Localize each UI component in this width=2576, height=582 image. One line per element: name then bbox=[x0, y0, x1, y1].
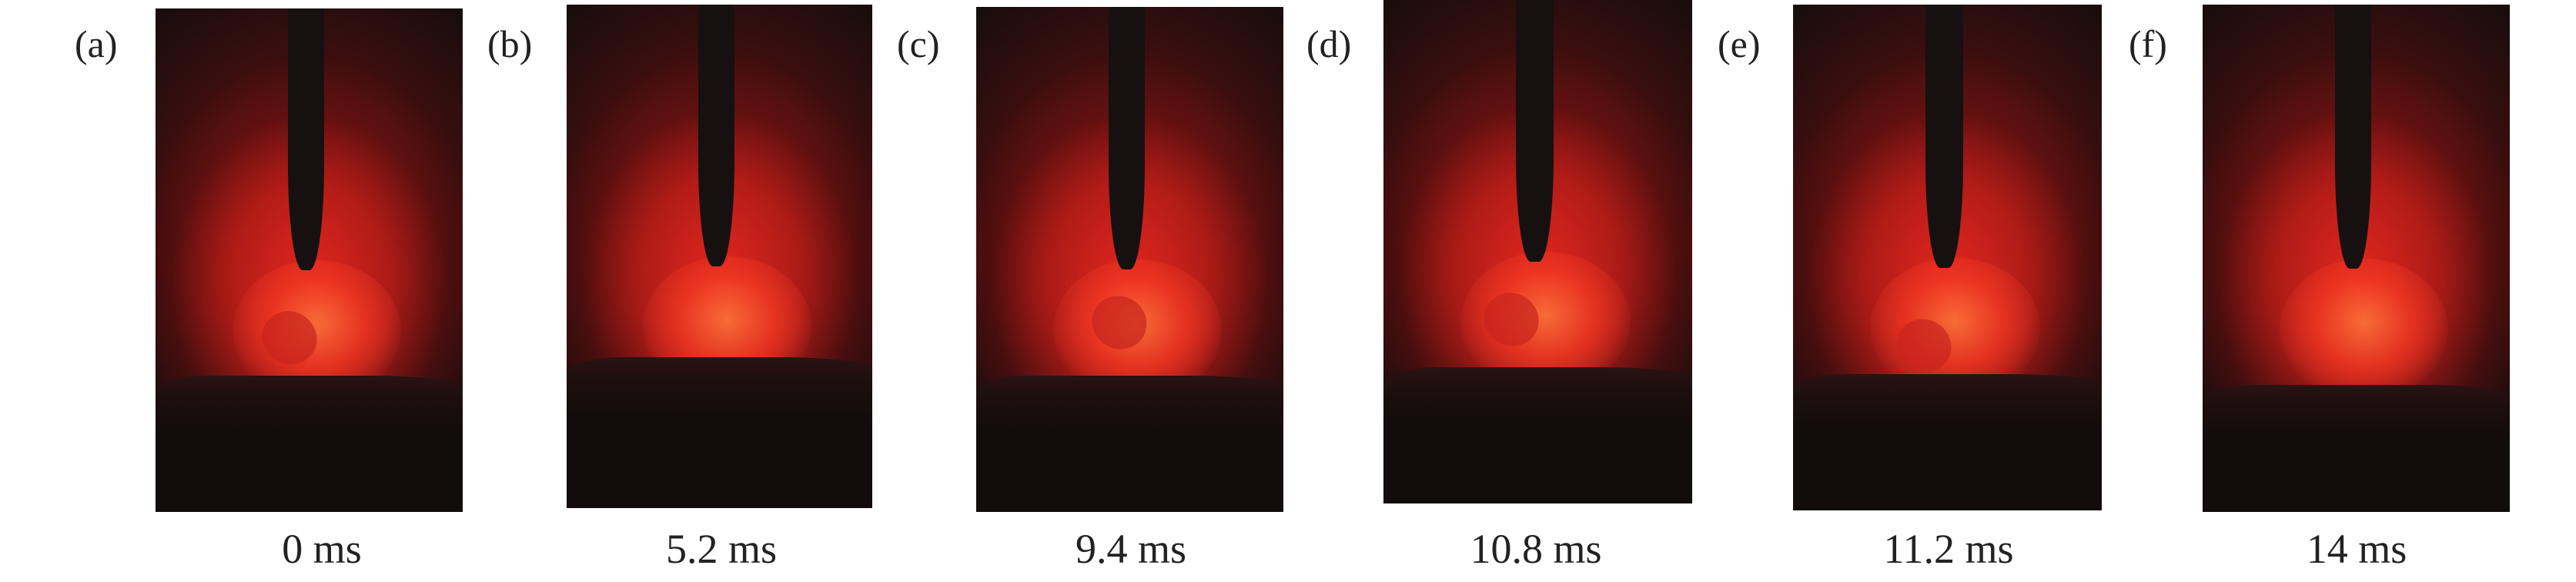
time-caption-c: 9.4 ms bbox=[1075, 526, 1187, 572]
image-panel-b bbox=[567, 5, 872, 508]
panel-label-e: (e) bbox=[1718, 22, 1761, 65]
image-panel-e bbox=[1793, 5, 2102, 510]
time-caption-f: 14 ms bbox=[2306, 526, 2407, 572]
panel-label-f: (f) bbox=[2129, 22, 2167, 65]
time-caption-a: 0 ms bbox=[282, 526, 362, 572]
electrode bbox=[1516, 0, 1554, 263]
electrode bbox=[1108, 7, 1146, 270]
image-panel-a bbox=[156, 8, 463, 512]
panel-label-c: (c) bbox=[897, 22, 940, 65]
image-panel-c bbox=[976, 7, 1283, 512]
time-caption-b: 5.2 ms bbox=[665, 526, 778, 572]
time-caption-d: 10.8 ms bbox=[1470, 526, 1602, 572]
time-caption-e: 11.2 ms bbox=[1883, 526, 2014, 572]
electrode bbox=[287, 8, 325, 271]
image-panel-f bbox=[2203, 5, 2510, 512]
electrode bbox=[1925, 5, 1963, 268]
electrode bbox=[2334, 5, 2372, 269]
panel-label-b: (b) bbox=[487, 22, 533, 65]
electrode bbox=[698, 5, 735, 267]
image-panel-d bbox=[1383, 0, 1692, 503]
panel-label-d: (d) bbox=[1306, 22, 1352, 65]
panel-label-a: (a) bbox=[75, 22, 118, 65]
